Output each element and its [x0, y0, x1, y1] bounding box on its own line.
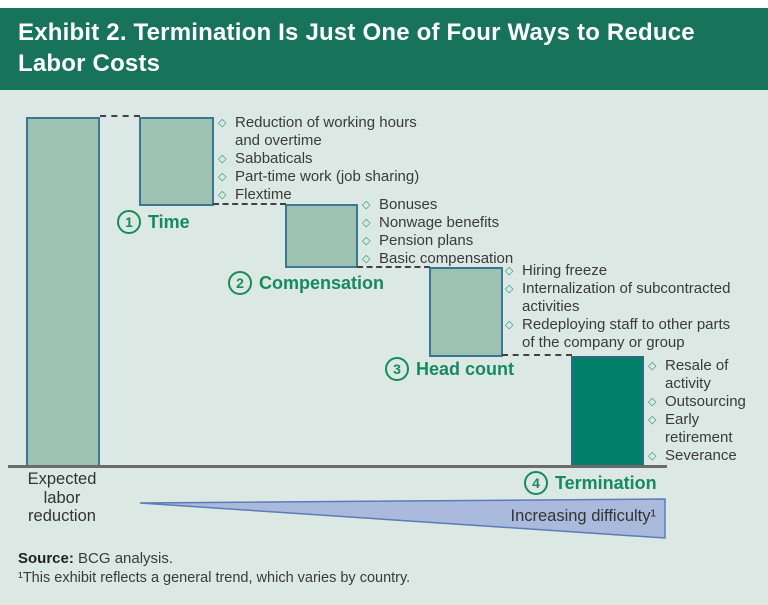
list-item-text: Resale of activity [665, 357, 729, 392]
bar-compensation [285, 204, 358, 268]
bullet-list-termination: ◇ Resale of activity ◇ Outsourcing ◇ Ear… [648, 357, 760, 465]
step-label-head-count-text: Head count [416, 358, 515, 379]
bar-termination [571, 356, 644, 467]
list-item: ◇ Internalization of subcontracted activ… [505, 280, 745, 316]
list-item-text: Sabbaticals [235, 150, 313, 167]
diamond-bullet-icon: ◇ [505, 282, 514, 295]
list-item: ◇ Sabbaticals [218, 150, 448, 168]
footnote: ¹This exhibit reflects a general trend, … [18, 570, 411, 586]
step-label-compensation: 2 Compensation [228, 271, 384, 295]
step-label-compensation-text: Compensation [259, 272, 385, 293]
dash-connector-2 [213, 203, 286, 205]
list-item-text: Basic compensation [379, 250, 514, 267]
diamond-bullet-icon: ◇ [362, 198, 371, 211]
diamond-bullet-icon: ◇ [218, 152, 227, 165]
circled-number-3-icon: 3 [385, 357, 409, 381]
circled-number-4-icon: 4 [524, 471, 548, 495]
list-item-text: Bonuses [379, 196, 438, 213]
list-item: ◇ Outsourcing [648, 393, 760, 411]
list-item: ◇ Basic compensation [362, 250, 552, 268]
list-item-text: Severance [665, 447, 737, 464]
diamond-bullet-icon: ◇ [362, 234, 371, 247]
source-text: BCG analysis. [73, 550, 174, 567]
diamond-bullet-icon: ◇ [505, 318, 514, 331]
source-line: Source: BCG analysis. [18, 550, 173, 567]
step-label-termination: 4 Termination [524, 471, 657, 495]
list-item-text: Hiring freeze [522, 262, 608, 279]
bullet-list-head-count: ◇ Hiring freeze ◇ Internalization of sub… [505, 262, 745, 352]
list-item: ◇ Resale of activity [648, 357, 760, 393]
diamond-bullet-icon: ◇ [362, 216, 371, 229]
list-item-text: Reduction of working hours and overtime [235, 114, 417, 149]
list-item-text: Pension plans [379, 232, 474, 249]
dash-connector-4 [502, 354, 572, 356]
diamond-bullet-icon: ◇ [505, 264, 514, 277]
exhibit-header: Exhibit 2. Termination Is Just One of Fo… [0, 8, 768, 90]
list-item: ◇ Flextime [218, 186, 448, 204]
diamond-bullet-icon: ◇ [218, 170, 227, 183]
list-item: ◇ Part-time work (job sharing) [218, 168, 448, 186]
step-label-time: 1 Time [117, 210, 190, 234]
bullet-list-time: ◇ Reduction of working hours and overtim… [218, 114, 448, 204]
exhibit-title-line2: Labor Costs [18, 50, 161, 77]
bar-time [139, 117, 214, 206]
list-item-text: Part-time work (job sharing) [235, 168, 420, 185]
list-item: ◇ Nonwage benefits [362, 214, 552, 232]
step-label-termination-text: Termination [555, 472, 657, 493]
dash-connector-3 [357, 266, 430, 268]
list-item: ◇ Reduction of working hours and overtim… [218, 114, 448, 150]
bar-head-count [429, 267, 503, 357]
circled-number-2-icon: 2 [228, 271, 252, 295]
step-label-head-count: 3 Head count [385, 357, 514, 381]
list-item-text: Outsourcing [665, 393, 746, 410]
list-item-text: Early retirement [665, 411, 733, 446]
dash-connector-1 [100, 115, 140, 117]
diamond-bullet-icon: ◇ [648, 413, 657, 426]
list-item: ◇ Hiring freeze [505, 262, 745, 280]
list-item-text: Internalization of subcontracted activit… [522, 280, 731, 315]
exhibit-title-line1: Exhibit 2. Termination Is Just One of Fo… [18, 19, 695, 46]
diamond-bullet-icon: ◇ [648, 395, 657, 408]
circled-number-1-icon: 1 [117, 210, 141, 234]
exhibit-title: Exhibit 2. Termination Is Just One of Fo… [0, 8, 768, 79]
source-label: Source: [18, 550, 74, 567]
list-item-text: Redeploying staff to other parts of the … [522, 316, 731, 351]
top-margin [0, 0, 768, 8]
list-item: ◇ Bonuses [362, 196, 552, 214]
list-item: ◇ Pension plans [362, 232, 552, 250]
list-item: ◇ Redeploying staff to other parts of th… [505, 316, 745, 352]
baseline-axis [8, 465, 667, 468]
diamond-bullet-icon: ◇ [648, 449, 657, 462]
step-label-time-text: Time [148, 211, 190, 232]
diamond-bullet-icon: ◇ [218, 116, 227, 129]
list-item-text: Nonwage benefits [379, 214, 500, 231]
diamond-bullet-icon: ◇ [362, 252, 371, 265]
increasing-difficulty-label: Increasing difficulty¹ [510, 507, 656, 525]
diamond-bullet-icon: ◇ [218, 188, 227, 201]
bullet-list-compensation: ◇ Bonuses ◇ Nonwage benefits ◇ Pension p… [362, 196, 552, 268]
bar-expected-labor-reduction [26, 117, 100, 467]
diamond-bullet-icon: ◇ [648, 359, 657, 372]
baseline-axis-label: Expected labor reduction [27, 470, 97, 525]
list-item: ◇ Severance [648, 447, 760, 465]
list-item: ◇ Early retirement [648, 411, 760, 447]
list-item-text: Flextime [235, 186, 292, 203]
